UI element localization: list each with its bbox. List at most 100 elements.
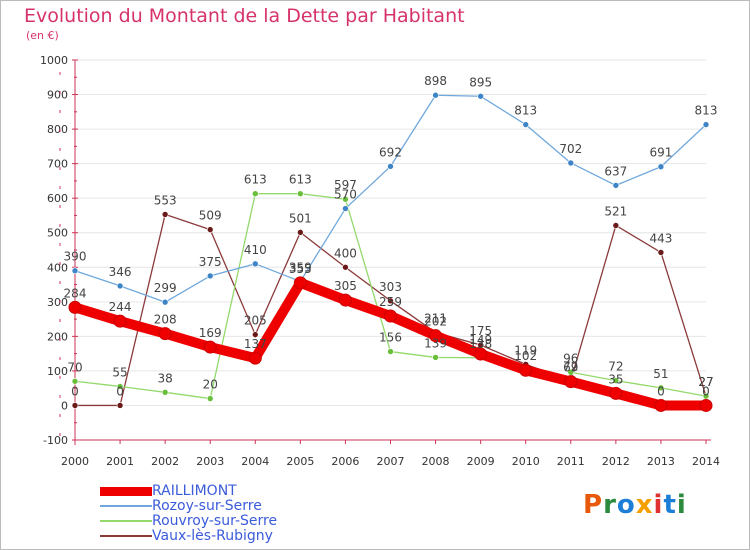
data-label: 895 xyxy=(469,75,492,89)
x-tick-label: 2006 xyxy=(331,455,359,468)
data-label: 156 xyxy=(379,331,402,345)
logo-letter: P xyxy=(583,490,604,520)
data-label: 27 xyxy=(698,375,713,389)
data-point xyxy=(71,402,79,409)
data-point xyxy=(342,195,349,203)
logo-letter: x xyxy=(635,490,654,520)
data-point xyxy=(293,276,307,290)
data-point xyxy=(342,263,349,271)
data-label: 359 xyxy=(289,260,312,274)
data-label: 0 xyxy=(71,384,79,398)
data-point xyxy=(432,91,439,99)
data-point xyxy=(429,329,443,343)
legend-label: Vaux-lès-Rubigny xyxy=(152,528,273,544)
data-label: 637 xyxy=(604,164,627,178)
x-tick-label: 2010 xyxy=(512,455,540,468)
data-point xyxy=(387,297,394,305)
data-point xyxy=(116,402,124,409)
y-tick-label: 200 xyxy=(47,330,68,343)
data-label: 139 xyxy=(424,336,447,350)
data-label: 205 xyxy=(244,314,267,328)
data-label: 0 xyxy=(116,384,124,398)
data-point xyxy=(432,354,439,361)
data-label: 70 xyxy=(67,360,82,374)
data-point xyxy=(248,351,262,365)
x-tick-label: 2000 xyxy=(61,455,89,468)
data-label: 35 xyxy=(608,372,623,386)
data-point xyxy=(387,348,394,355)
data-label: 613 xyxy=(244,173,267,187)
x-tick-label: 2014 xyxy=(692,455,720,468)
data-label: 175 xyxy=(469,324,492,338)
data-label: 51 xyxy=(653,367,668,381)
legend-label: RAILLIMONT xyxy=(152,483,237,499)
data-point xyxy=(338,293,352,307)
data-point xyxy=(203,340,217,354)
y-tick-label: -100 xyxy=(43,434,68,447)
data-point xyxy=(251,260,259,268)
data-label: 27 xyxy=(698,375,713,389)
x-tick-label: 2001 xyxy=(106,455,134,468)
data-label: 375 xyxy=(199,255,222,269)
data-point xyxy=(567,159,575,167)
legend-swatch xyxy=(100,535,152,537)
data-label: 813 xyxy=(695,104,718,118)
data-point xyxy=(161,389,169,396)
data-label: 244 xyxy=(109,300,132,314)
data-label: 38 xyxy=(158,371,173,385)
data-label: 692 xyxy=(379,145,402,159)
data-label: 443 xyxy=(649,231,672,245)
data-label: 20 xyxy=(203,378,218,392)
data-point xyxy=(522,121,530,128)
x-tick-label: 2009 xyxy=(467,455,495,468)
data-point xyxy=(657,249,665,256)
y-tick-label: 100 xyxy=(47,365,68,378)
logo-letter: t xyxy=(663,490,677,520)
legend-swatch xyxy=(100,520,152,522)
data-label: 355 xyxy=(289,262,312,276)
x-tick-label: 2011 xyxy=(557,455,585,468)
data-label: 169 xyxy=(199,326,222,340)
data-label: 570 xyxy=(334,188,357,202)
y-tick-label: 700 xyxy=(47,158,68,171)
y-tick-label: 600 xyxy=(47,192,68,205)
data-label: 211 xyxy=(424,312,447,326)
data-point xyxy=(699,398,713,412)
data-point xyxy=(161,298,169,306)
data-label: 299 xyxy=(154,281,177,295)
data-point xyxy=(612,182,620,189)
data-point xyxy=(113,314,127,328)
data-point xyxy=(654,398,668,412)
chart-unit-label: (en €) xyxy=(26,29,59,42)
x-tick-label: 2005 xyxy=(286,455,314,468)
data-label: 284 xyxy=(64,286,87,300)
data-label: 553 xyxy=(154,193,177,207)
data-point xyxy=(297,190,304,197)
data-point xyxy=(609,386,623,400)
data-point xyxy=(297,229,304,236)
data-point xyxy=(519,363,533,377)
data-label: 208 xyxy=(154,313,177,327)
data-point xyxy=(657,384,665,392)
y-tick-label: 300 xyxy=(47,296,68,309)
data-point xyxy=(342,205,349,212)
y-tick-label: 0 xyxy=(61,399,68,412)
x-tick-label: 2004 xyxy=(241,455,269,468)
data-point xyxy=(158,327,172,341)
data-point xyxy=(474,347,488,361)
data-label: 400 xyxy=(334,246,357,260)
data-label: 69 xyxy=(563,361,578,375)
data-label: 137 xyxy=(244,337,267,351)
data-label: 0 xyxy=(702,384,710,398)
data-point xyxy=(657,163,665,171)
x-tick-label: 2013 xyxy=(647,455,675,468)
data-label: 202 xyxy=(424,315,447,329)
data-label: 597 xyxy=(334,178,357,192)
data-label: 521 xyxy=(604,204,627,218)
data-point xyxy=(702,121,710,128)
legend-label: Rouvroy-sur-Serre xyxy=(152,513,278,529)
data-label: 898 xyxy=(424,74,447,88)
legend-swatch xyxy=(100,505,152,507)
data-label: 702 xyxy=(559,142,582,156)
